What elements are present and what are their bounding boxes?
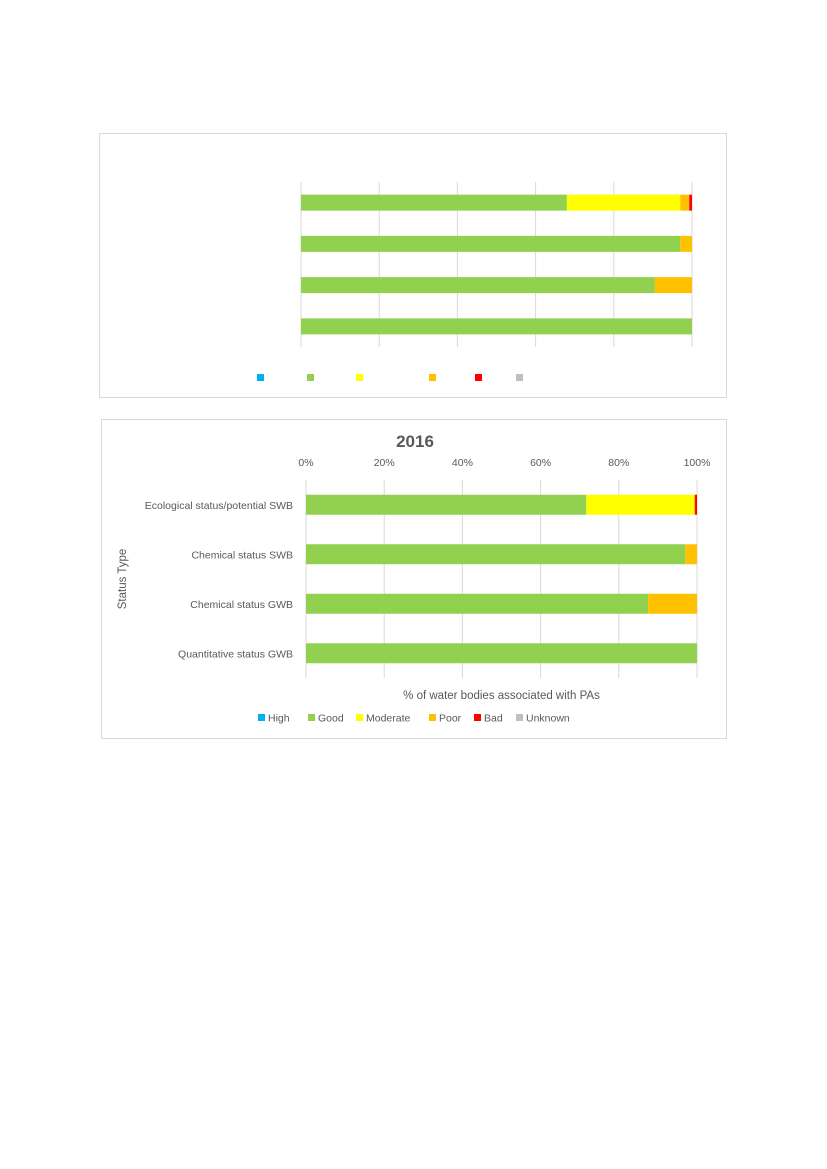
chart2016-legend-label-bad: Bad bbox=[484, 713, 503, 725]
chart2016-legend-swatch-moderate bbox=[356, 714, 363, 721]
chart2016-legend-label-unknown: Unknown bbox=[526, 713, 570, 725]
chart1-bar-series-1-0 bbox=[301, 194, 567, 211]
chart1-legend-swatch-4 bbox=[475, 374, 482, 381]
chart2016-legend-swatch-poor bbox=[429, 714, 436, 721]
chart-1-frame bbox=[99, 133, 727, 398]
chart2016-legend-swatch-high bbox=[258, 714, 265, 721]
chart1-bar-series-1-1 bbox=[301, 235, 681, 252]
chart2016-category-label: Quantitative status GWB bbox=[178, 648, 293, 660]
chart1-bar-series-3-0 bbox=[680, 194, 690, 211]
chart2016-legend-swatch-good bbox=[308, 714, 315, 721]
chart2016-bar-poor-0 bbox=[693, 494, 696, 515]
chart2016-legend-swatch-bad bbox=[474, 714, 481, 721]
chart2016-title: 2016 bbox=[396, 432, 434, 451]
chart2016-y-axis-title: Status Type bbox=[117, 549, 129, 610]
chart-2016-svg: 2016 0% 20% 40% 60% 80% 100% Ecological status/… bbox=[117, 432, 711, 725]
chart2016-tick-label: 40% bbox=[452, 457, 473, 469]
chart2016-bar-bad-0 bbox=[695, 494, 697, 515]
chart2016-tick-label: 60% bbox=[530, 457, 551, 469]
chart1-legend-swatch-1 bbox=[307, 374, 314, 381]
chart2016-tick-label: 0% bbox=[298, 457, 313, 469]
chart2016-legend-label-poor: Poor bbox=[439, 713, 462, 725]
chart2016-bar-good-3 bbox=[306, 643, 697, 664]
chart-2016-frame: 2016 0% 20% 40% 60% 80% 100% Ecological status/… bbox=[101, 419, 727, 739]
chart-1-svg bbox=[257, 182, 693, 381]
chart1-legend-swatch-5 bbox=[516, 374, 523, 381]
chart2016-x-axis-title: % of water bodies associated with PAs bbox=[403, 690, 600, 702]
chart1-bar-series-1-3 bbox=[301, 318, 692, 335]
chart2016-tick-label: 20% bbox=[374, 457, 395, 469]
chart2016-tick-label: 80% bbox=[608, 457, 629, 469]
chart2016-legend-label-good: Good bbox=[318, 713, 344, 725]
chart1-bar-series-2-0 bbox=[566, 194, 681, 211]
chart2016-legend-label-high: High bbox=[268, 713, 290, 725]
chart1-bar-series-3-1 bbox=[680, 235, 692, 252]
chart2016-bar-good-0 bbox=[306, 494, 587, 515]
chart1-legend-swatch-0 bbox=[257, 374, 264, 381]
chart2016-legend-label-moderate: Moderate bbox=[366, 713, 411, 725]
chart1-bar-series-3-2 bbox=[654, 277, 692, 294]
chart2016-bar-good-1 bbox=[306, 544, 686, 565]
chart2016-bar-poor-1 bbox=[685, 544, 697, 565]
chart2016-category-label: Chemical status SWB bbox=[191, 549, 293, 561]
chart1-legend-swatch-3 bbox=[429, 374, 436, 381]
chart1-legend-swatch-2 bbox=[356, 374, 363, 381]
chart2016-category-label: Ecological status/potential SWB bbox=[145, 500, 293, 512]
chart2016-category-label: Chemical status GWB bbox=[190, 599, 293, 611]
chart1-bar-series-1-2 bbox=[301, 277, 655, 294]
chart2016-bar-poor-2 bbox=[648, 593, 697, 614]
chart2016-bar-good-2 bbox=[306, 593, 649, 614]
chart2016-tick-label: 100% bbox=[684, 457, 711, 469]
chart2016-legend-swatch-unknown bbox=[516, 714, 523, 721]
chart1-bar-series-4-0 bbox=[689, 194, 692, 211]
chart2016-bar-moderate-0 bbox=[586, 494, 694, 515]
